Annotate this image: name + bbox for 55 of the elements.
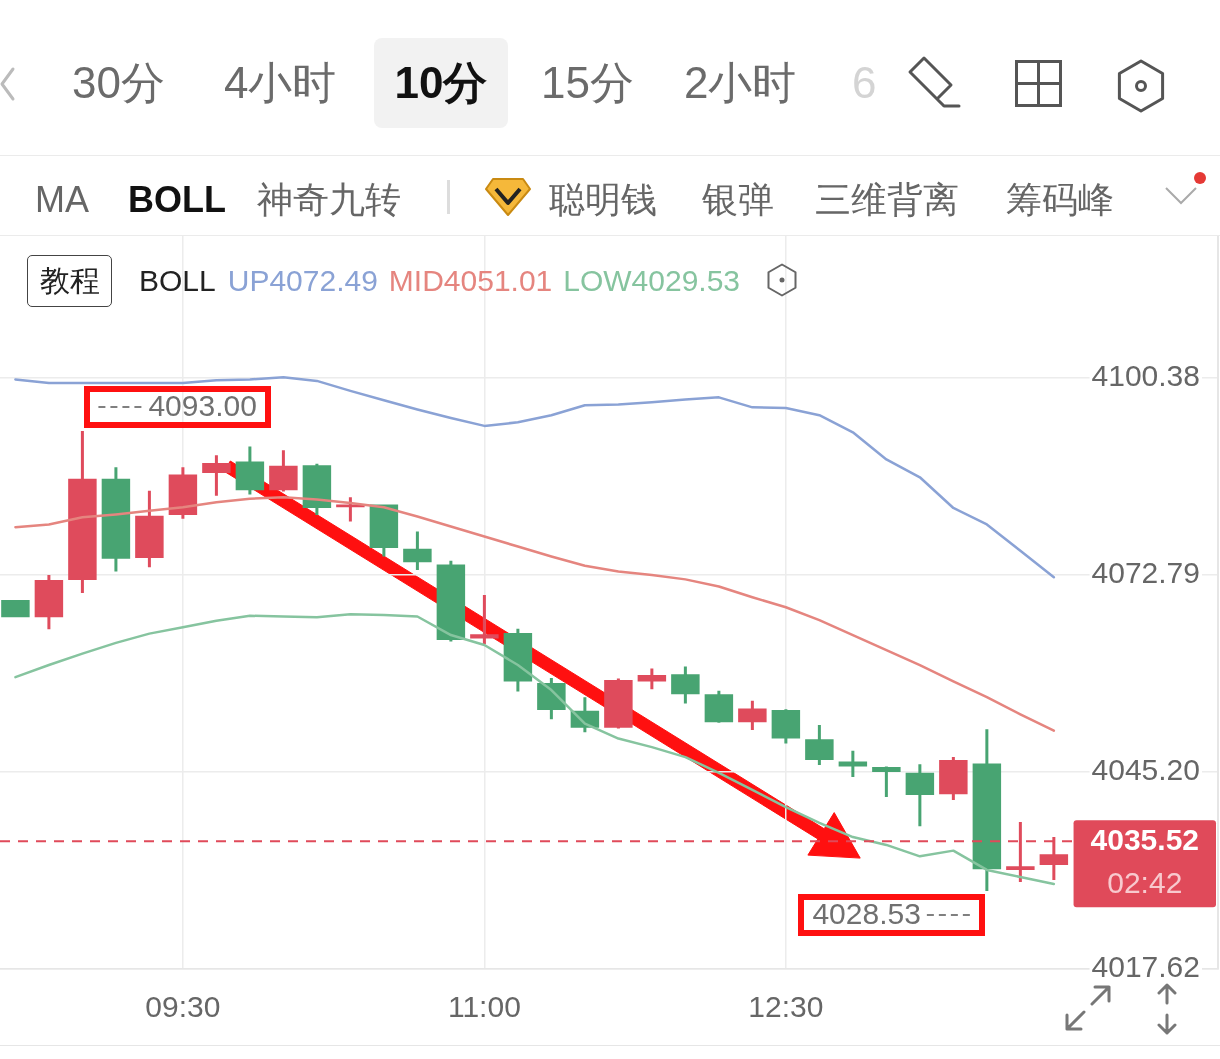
annotation: 4035.52	[1090, 823, 1200, 857]
text: 三维背离	[815, 179, 959, 221]
candlestick	[838, 750, 868, 778]
candlestick	[805, 725, 834, 765]
candlestick	[905, 764, 935, 827]
candlestick	[671, 666, 700, 704]
x-tick-label: 11:00	[447, 990, 521, 1024]
candlestick	[738, 700, 767, 730]
candlestick	[604, 678, 633, 729]
text: 聪明钱	[549, 179, 657, 221]
y-tick-label: 4017.62	[1091, 950, 1200, 984]
candlestick	[302, 463, 332, 516]
text: 2小时	[684, 58, 797, 108]
annotation: 4093.00	[148, 389, 257, 423]
button: 教程	[27, 255, 112, 307]
y-tick-label: 4045.20	[1091, 753, 1200, 787]
text: 15分	[541, 58, 634, 108]
candlestick	[202, 455, 231, 496]
candlestick	[101, 467, 131, 572]
x-tick-label: 12:30	[748, 990, 824, 1024]
text: 30分	[72, 58, 165, 108]
candlestick	[637, 668, 667, 690]
legend-title: BOLL	[139, 264, 216, 297]
candlestick	[135, 490, 164, 568]
candlestick	[872, 766, 901, 798]
candlestick	[771, 709, 801, 744]
candlestick	[369, 504, 399, 557]
text: BOLL	[128, 179, 226, 221]
text: 筹码峰	[1006, 179, 1114, 221]
x-tick-label: 09:30	[145, 990, 221, 1024]
text: UP4072.49	[227, 264, 378, 297]
candlestick	[972, 729, 1002, 892]
text: MID4051.01	[388, 264, 553, 297]
candlestick	[939, 757, 968, 800]
candlestick	[68, 430, 97, 593]
candlestick	[704, 690, 734, 723]
candlestick	[235, 446, 265, 495]
candlestick	[503, 628, 533, 692]
candlestick	[34, 575, 64, 630]
text: MA	[35, 179, 89, 221]
y-tick-label: 4100.38	[1091, 359, 1200, 393]
annotation: 02:42	[1107, 866, 1183, 900]
text: 4小时	[224, 58, 337, 108]
candlestick	[403, 531, 432, 571]
candlestick	[168, 467, 198, 519]
text: 10分	[394, 58, 488, 108]
candlestick	[1, 600, 30, 618]
text: 神奇九转	[257, 179, 401, 221]
candlestick	[436, 560, 466, 642]
annotation: 4028.53	[812, 897, 921, 931]
candlestick	[269, 450, 298, 492]
y-tick-label: 4072.79	[1091, 556, 1200, 590]
candlestick	[470, 595, 499, 645]
text: LOW4029.53	[563, 264, 741, 297]
text: 银弹	[702, 179, 774, 221]
